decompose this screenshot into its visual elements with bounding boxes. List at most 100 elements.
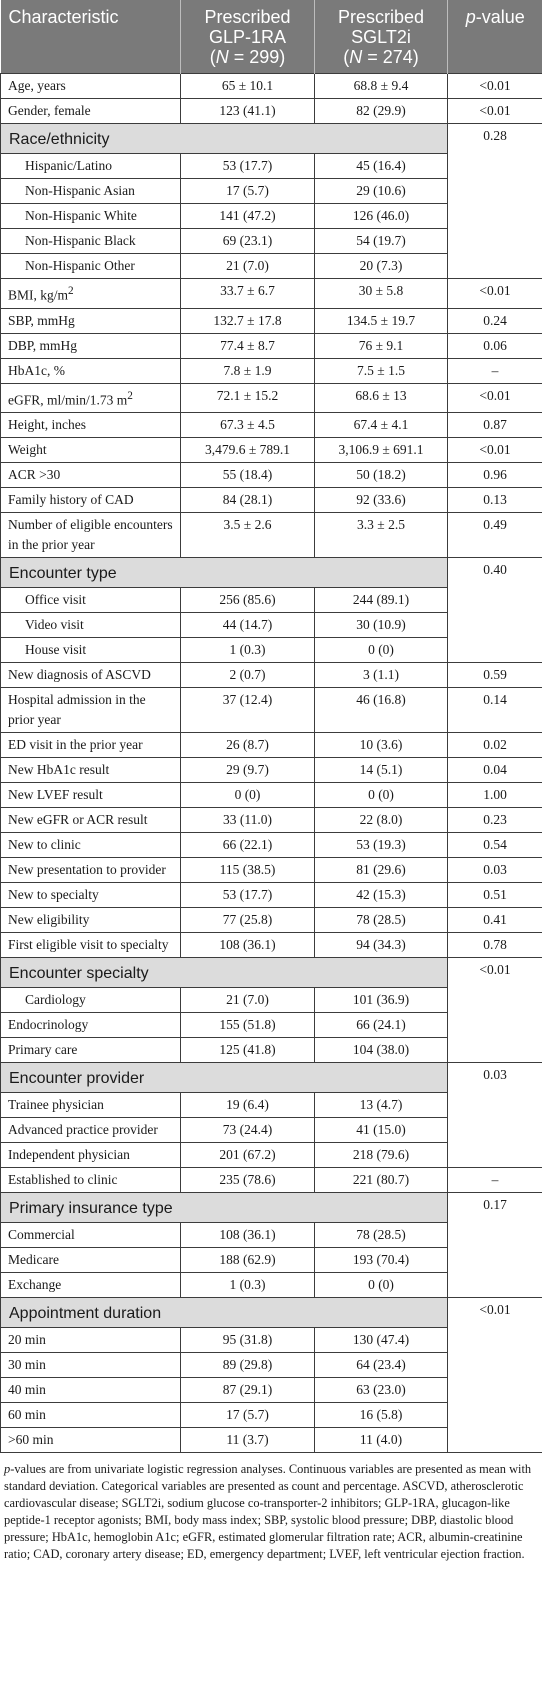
header-glp1ra-n-italic: N: [215, 47, 229, 67]
p-value: 0.14: [447, 687, 542, 733]
table-row: Non-Hispanic White 141 (47.2) 126 (46.0): [0, 203, 542, 229]
table-footnote: p-values are from univariate logistic re…: [0, 1453, 542, 1563]
section-title: Encounter type: [0, 557, 448, 588]
glp1ra-value: 17 (5.7): [180, 1402, 315, 1428]
sglt2i-value: 41 (15.0): [314, 1117, 448, 1143]
header-row: Characteristic Prescribed GLP-1RA (N = 2…: [0, 0, 542, 74]
sglt2i-value: 7.5 ± 1.5: [314, 357, 448, 384]
sglt2i-value: 0 (0): [314, 1272, 448, 1298]
row-label: House visit: [0, 637, 181, 663]
row-label: New LVEF result: [0, 782, 181, 808]
glp1ra-value: 188 (62.9): [180, 1247, 315, 1273]
glp1ra-value: 123 (41.1): [180, 98, 315, 124]
sglt2i-value: 67.4 ± 4.1: [314, 412, 448, 438]
sglt2i-value: 82 (29.9): [314, 98, 448, 124]
sglt2i-value: 78 (28.5): [314, 907, 448, 933]
sglt2i-value: 94 (34.3): [314, 932, 448, 958]
header-glp1ra-n-rest: = 299): [228, 47, 286, 67]
sglt2i-value: 30 ± 5.8: [314, 278, 448, 309]
p-value: 0.78: [447, 932, 542, 958]
footnote-text: -values are from univariate logistic reg…: [4, 1462, 532, 1561]
row-label: New HbA1c result: [0, 757, 181, 783]
sglt2i-value: 54 (19.7): [314, 228, 448, 254]
glp1ra-value: 87 (29.1): [180, 1377, 315, 1403]
sglt2i-value: 68.6 ± 13: [314, 382, 448, 413]
sglt2i-value: 221 (80.7): [314, 1167, 448, 1193]
table-row: Non-Hispanic Asian 17 (5.7) 29 (10.6): [0, 178, 542, 204]
p-value: 0.24: [447, 307, 542, 334]
sglt2i-value: 134.5 ± 19.7: [314, 307, 448, 334]
table-row: First eligible visit to specialty 108 (3…: [0, 932, 542, 958]
row-label: Advanced practice provider: [0, 1117, 181, 1143]
table-row: eGFR, ml/min/1.73 m2 72.1 ± 15.2 68.6 ± …: [0, 382, 542, 413]
sglt2i-value: 218 (79.6): [314, 1142, 448, 1168]
glp1ra-value: 17 (5.7): [180, 178, 315, 204]
row-label: Endocrinology: [0, 1012, 181, 1038]
row-label: 60 min: [0, 1402, 181, 1428]
table-row: 20 min 95 (31.8) 130 (47.4): [0, 1327, 542, 1353]
p-value: 0.02: [447, 732, 542, 758]
table-row: BMI, kg/m2 33.7 ± 6.7 30 ± 5.8 <0.01: [0, 278, 542, 309]
glp1ra-value: 72.1 ± 15.2: [180, 382, 315, 413]
table-row: Established to clinic 235 (78.6) 221 (80…: [0, 1167, 542, 1193]
sglt2i-value: 66 (24.1): [314, 1012, 448, 1038]
header-pvalue-italic: p: [465, 7, 476, 27]
glp1ra-value: 84 (28.1): [180, 487, 315, 513]
table-row: Video visit 44 (14.7) 30 (10.9): [0, 612, 542, 638]
p-value: 0.54: [447, 832, 542, 858]
header-glp1ra-n-open: (: [209, 47, 216, 67]
row-label: Weight: [0, 437, 181, 463]
glp1ra-value: 33.7 ± 6.7: [180, 278, 315, 309]
glp1ra-value: 7.8 ± 1.9: [180, 357, 315, 384]
sglt2i-value: 92 (33.6): [314, 487, 448, 513]
glp1ra-value: 73 (24.4): [180, 1117, 315, 1143]
glp1ra-value: 125 (41.8): [180, 1037, 315, 1063]
p-value: 0.87: [447, 412, 542, 438]
p-value: <0.01: [447, 437, 542, 463]
glp1ra-value: 77.4 ± 8.7: [180, 332, 315, 359]
row-label: Non-Hispanic White: [0, 203, 181, 229]
sglt2i-value: 0 (0): [314, 782, 448, 808]
section-title: Encounter provider: [0, 1062, 448, 1093]
sglt2i-value: 130 (47.4): [314, 1327, 448, 1353]
row-label: Hispanic/Latino: [0, 153, 181, 179]
row-label: Number of eligible encounters in the pri…: [0, 512, 181, 558]
table-row: New eGFR or ACR result 33 (11.0) 22 (8.0…: [0, 807, 542, 833]
header-glp1ra: Prescribed GLP-1RA (N = 299): [180, 0, 315, 74]
header-sglt2i-n-open: (: [343, 47, 350, 67]
glp1ra-value: 89 (29.8): [180, 1352, 315, 1378]
glp1ra-value: 77 (25.8): [180, 907, 315, 933]
table-row: >60 min 11 (3.7) 11 (4.0): [0, 1427, 542, 1453]
glp1ra-value: 108 (36.1): [180, 1222, 315, 1248]
sglt2i-value: 193 (70.4): [314, 1247, 448, 1273]
glp1ra-value: 132.7 ± 17.8: [180, 307, 315, 334]
row-label: >60 min: [0, 1427, 181, 1453]
glp1ra-value: 66 (22.1): [180, 832, 315, 858]
section-row: Race/ethnicity 0.28: [0, 123, 542, 279]
row-label: Exchange: [0, 1272, 181, 1298]
table-row: Family history of CAD 84 (28.1) 92 (33.6…: [0, 487, 542, 513]
glp1ra-value: 19 (6.4): [180, 1092, 315, 1118]
row-label: New eGFR or ACR result: [0, 807, 181, 833]
sglt2i-value: 53 (19.3): [314, 832, 448, 858]
section-row: Encounter type 0.40: [0, 557, 542, 663]
glp1ra-value: 2 (0.7): [180, 662, 315, 688]
sglt2i-value: 42 (15.3): [314, 882, 448, 908]
p-value: <0.01: [447, 73, 542, 99]
row-label: Gender, female: [0, 98, 181, 124]
section-row: Encounter specialty <0.01: [0, 957, 542, 1063]
glp1ra-value: 37 (12.4): [180, 687, 315, 733]
p-value: 0.03: [447, 857, 542, 883]
row-label: HbA1c, %: [0, 357, 181, 384]
sglt2i-value: 46 (16.8): [314, 687, 448, 733]
glp1ra-value: 201 (67.2): [180, 1142, 315, 1168]
p-value: <0.01: [447, 278, 542, 309]
p-value: 0.13: [447, 487, 542, 513]
p-value: –: [447, 1167, 542, 1193]
table-row: Non-Hispanic Other 21 (7.0) 20 (7.3): [0, 253, 542, 279]
table-row: New presentation to provider 115 (38.5) …: [0, 857, 542, 883]
section-title: Race/ethnicity: [0, 123, 448, 154]
table-row: New LVEF result 0 (0) 0 (0) 1.00: [0, 782, 542, 808]
p-value: –: [447, 357, 542, 384]
sglt2i-value: 29 (10.6): [314, 178, 448, 204]
